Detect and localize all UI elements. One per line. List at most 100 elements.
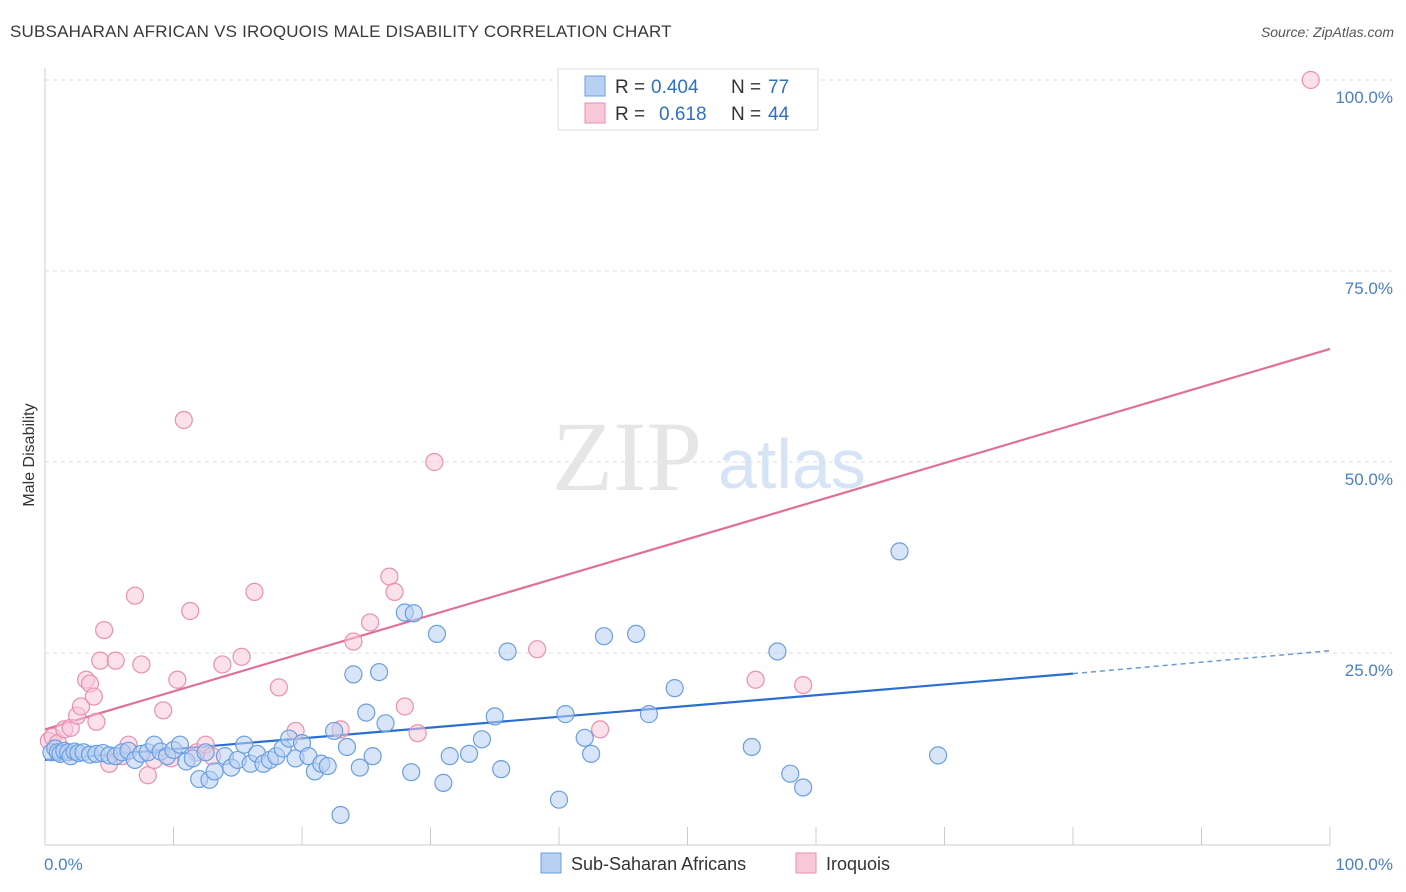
iroquois-point-11 xyxy=(91,651,110,670)
iroquois-point-29 xyxy=(213,655,232,674)
sub-saharan-point-81 xyxy=(928,746,948,765)
legend-r-label-iroquois: R = xyxy=(615,104,645,125)
sub-saharan-point-77 xyxy=(768,642,787,661)
sub-saharan-point-54 xyxy=(363,747,382,766)
series-legend-swatch-iroquois xyxy=(795,852,817,874)
sub-saharan-point-34 xyxy=(235,735,254,754)
iroquois-point-42 xyxy=(528,640,547,659)
trendline-sub-saharan-extension xyxy=(1072,649,1331,675)
sub-saharan-point-79 xyxy=(794,778,813,797)
legend-swatch-iroquois xyxy=(584,102,606,124)
iroquois-point-10 xyxy=(87,712,106,731)
iroquois-point-9 xyxy=(84,687,103,706)
iroquois-point-39 xyxy=(395,697,414,716)
sub-saharan-point-69 xyxy=(556,705,575,724)
sub-saharan-point-68 xyxy=(549,790,569,809)
sub-saharan-points xyxy=(42,542,948,825)
sub-saharan-point-64 xyxy=(472,730,491,749)
y-axis-label: Male Disability xyxy=(21,403,38,506)
sub-saharan-point-60 xyxy=(427,624,447,644)
sub-saharan-point-28 xyxy=(196,743,215,762)
source-credit: Source: ZipAtlas.com xyxy=(1260,24,1394,40)
legend-n-label-iroquois: N = xyxy=(731,104,761,125)
sub-saharan-point-49 xyxy=(331,805,350,825)
sub-saharan-point-76 xyxy=(742,737,761,757)
iroquois-point-36 xyxy=(361,613,380,632)
series-legend-label-iroquois: Iroquois xyxy=(826,854,890,874)
iroquois-point-25 xyxy=(181,601,200,621)
iroquois-point-35 xyxy=(344,632,363,651)
iroquois-points xyxy=(39,70,1320,785)
sub-saharan-point-66 xyxy=(492,760,511,779)
iroquois-point-23 xyxy=(168,670,187,689)
legend-r-label-ssa: R = xyxy=(615,77,645,98)
iroquois-point-32 xyxy=(269,678,288,697)
iroquois-point-43 xyxy=(591,720,610,739)
y-tick-label-1: 50.0% xyxy=(1345,470,1393,489)
iroquois-point-17 xyxy=(125,586,145,605)
iroquois-point-40 xyxy=(408,724,427,743)
iroquois-point-41 xyxy=(425,452,444,472)
iroquois-point-30 xyxy=(232,647,251,666)
series-legend-swatch-ssa xyxy=(540,852,562,874)
iroquois-point-46 xyxy=(1301,70,1320,90)
y-tick-labels: 25.0% 50.0% 75.0% 100.0% xyxy=(1335,88,1393,680)
iroquois-point-37 xyxy=(380,567,399,586)
gridlines xyxy=(45,79,1392,654)
iroquois-point-19 xyxy=(138,766,157,785)
y-tick-label-3: 100.0% xyxy=(1335,88,1393,107)
sub-saharan-point-61 xyxy=(434,773,453,792)
sub-saharan-point-47 xyxy=(318,756,337,776)
axes xyxy=(44,68,1331,846)
sub-saharan-point-24 xyxy=(170,735,190,754)
y-tick-label-0: 25.0% xyxy=(1345,661,1393,680)
iroquois-point-31 xyxy=(245,582,264,601)
sub-saharan-point-51 xyxy=(344,665,363,684)
sub-saharan-point-30 xyxy=(205,762,224,781)
legend-r-value-ssa: 0.404 xyxy=(651,77,699,98)
sub-saharan-point-53 xyxy=(357,703,376,722)
sub-saharan-point-48 xyxy=(325,721,344,741)
sub-saharan-point-63 xyxy=(459,744,479,763)
sub-saharan-point-78 xyxy=(781,764,800,783)
y-tick-label-2: 75.0% xyxy=(1345,279,1393,298)
legend-n-label-ssa: N = xyxy=(731,77,761,98)
sub-saharan-point-55 xyxy=(370,662,389,682)
iroquois-point-6 xyxy=(71,697,91,716)
legend-r-value-iroquois: 0.618 xyxy=(659,104,707,125)
x-tick-label-left: 0.0% xyxy=(44,855,83,874)
sub-saharan-point-74 xyxy=(639,705,659,724)
legend-n-value-ssa: 77 xyxy=(768,77,789,98)
series-legend-label-ssa: Sub-Saharan Africans xyxy=(571,854,746,874)
watermark: ZIP atlas xyxy=(552,401,866,512)
sub-saharan-point-56 xyxy=(376,714,395,733)
sub-saharan-point-73 xyxy=(626,624,646,644)
iroquois-point-45 xyxy=(794,675,813,695)
sub-saharan-point-57 xyxy=(402,763,421,782)
iroquois-point-18 xyxy=(132,655,151,674)
x-tick-label-right: 100.0% xyxy=(1335,855,1393,874)
sub-saharan-point-52 xyxy=(350,758,369,777)
sub-saharan-point-67 xyxy=(498,642,517,661)
sub-saharan-point-62 xyxy=(440,747,459,766)
iroquois-point-24 xyxy=(174,410,193,430)
legend-swatch-ssa xyxy=(584,75,606,97)
watermark-atlas: atlas xyxy=(718,425,866,503)
series-legend: Sub-Saharan Africans Iroquois xyxy=(540,852,890,874)
sub-saharan-point-80 xyxy=(890,542,909,561)
iroquois-point-21 xyxy=(154,701,173,720)
sub-saharan-point-71 xyxy=(582,744,601,763)
sub-saharan-point-50 xyxy=(337,737,357,757)
sub-saharan-point-72 xyxy=(594,627,614,646)
iroquois-point-12 xyxy=(95,620,114,640)
chart-title: SUBSAHARAN AFRICAN VS IROQUOIS MALE DISA… xyxy=(10,22,672,41)
iroquois-point-44 xyxy=(746,670,765,689)
legend-n-value-iroquois: 44 xyxy=(768,104,790,125)
sub-saharan-point-75 xyxy=(665,679,684,698)
iroquois-point-38 xyxy=(385,582,404,601)
trendline-iroquois xyxy=(44,347,1331,731)
stats-legend: R = 0.404 N = 77 R = 0.618 N = 44 xyxy=(557,68,819,131)
watermark-zip: ZIP xyxy=(552,401,702,512)
iroquois-point-14 xyxy=(106,651,125,670)
